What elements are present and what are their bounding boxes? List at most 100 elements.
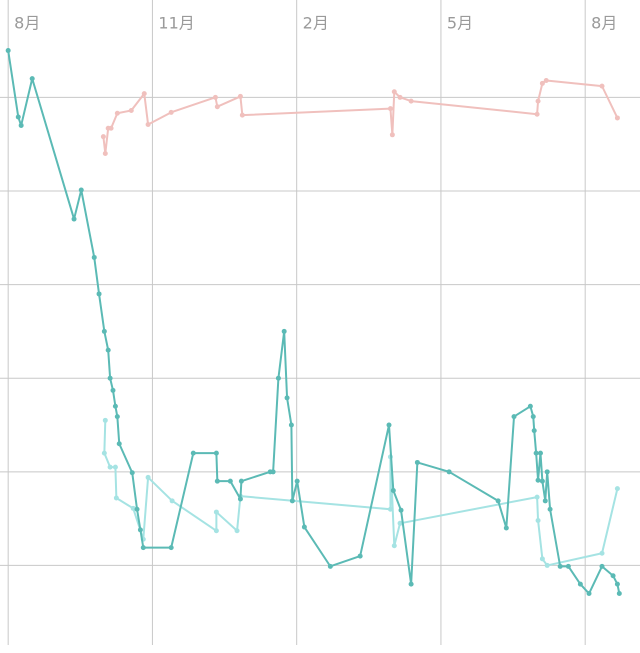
data-point (614, 581, 620, 587)
data-point (577, 581, 583, 587)
data-point (128, 107, 134, 113)
data-point (547, 506, 553, 512)
data-point (5, 48, 11, 54)
data-point (137, 527, 143, 533)
data-point (357, 553, 363, 559)
data-point (213, 509, 219, 515)
data-point (214, 104, 220, 110)
data-point (145, 122, 151, 128)
data-point (78, 187, 84, 193)
data-point (107, 375, 113, 381)
data-point (213, 528, 219, 534)
data-point (134, 506, 140, 512)
data-point (112, 464, 118, 470)
data-point (129, 470, 135, 476)
x-tick-label: 11月 (158, 14, 194, 33)
data-point (535, 477, 541, 483)
data-point (169, 498, 175, 504)
data-point (542, 498, 548, 504)
data-point (284, 395, 290, 401)
data-point (389, 132, 395, 138)
data-point (112, 403, 118, 409)
data-point (614, 115, 620, 121)
data-point (145, 474, 151, 480)
data-point (599, 563, 605, 569)
data-point (586, 591, 592, 597)
series-line (103, 420, 619, 567)
data-point (239, 112, 245, 118)
data-point (530, 414, 536, 420)
data-point (534, 494, 540, 500)
data-point (91, 254, 97, 260)
data-point (408, 581, 414, 587)
data-point (116, 441, 122, 447)
data-point (387, 506, 393, 512)
data-point (539, 478, 545, 484)
data-point (114, 414, 120, 420)
data-point (391, 89, 397, 95)
data-point (533, 450, 539, 456)
data-point (213, 450, 219, 456)
data-point (110, 387, 116, 393)
data-point (557, 563, 563, 569)
data-point (238, 478, 244, 484)
data-point (100, 134, 106, 140)
data-point (535, 517, 541, 523)
data-point (301, 524, 307, 530)
data-point (105, 347, 111, 353)
data-point (18, 122, 24, 128)
data-point (140, 545, 146, 551)
data-point (408, 98, 414, 104)
data-point (503, 525, 509, 531)
data-point (107, 464, 113, 470)
data-point (270, 469, 276, 475)
data-point (141, 91, 147, 97)
x-tick-label: 8月 (591, 14, 617, 33)
data-point (289, 498, 295, 504)
data-point (281, 328, 287, 334)
data-point (101, 328, 107, 334)
data-point (190, 450, 196, 456)
data-point (114, 110, 120, 116)
data-point (288, 422, 294, 428)
data-point (614, 486, 620, 492)
data-point (446, 469, 452, 475)
data-point (390, 488, 396, 494)
data-point (398, 507, 404, 513)
data-point (543, 78, 549, 84)
data-point (96, 291, 102, 297)
x-tick-label: 8月 (14, 14, 40, 33)
data-point (237, 496, 243, 502)
data-point (599, 550, 605, 556)
data-point (616, 591, 622, 597)
data-point (386, 422, 392, 428)
x-tick-label: 5月 (447, 14, 473, 33)
data-point (527, 403, 533, 409)
data-point (544, 469, 550, 475)
data-point (102, 151, 108, 157)
data-point (391, 543, 397, 549)
data-point (108, 125, 114, 131)
data-point (539, 80, 545, 86)
data-point (168, 545, 174, 551)
data-point (71, 216, 77, 222)
data-point (397, 94, 403, 100)
x-tick-label: 2月 (303, 14, 329, 33)
data-point (544, 562, 550, 568)
data-point (237, 93, 243, 99)
data-point (130, 505, 136, 511)
data-point (168, 109, 174, 115)
data-point (275, 375, 281, 381)
data-point (387, 106, 393, 112)
data-point (531, 428, 537, 434)
data-point (511, 414, 517, 420)
data-point (397, 520, 403, 526)
data-point (29, 76, 35, 82)
data-point (414, 459, 420, 465)
data-point (234, 528, 240, 534)
data-point (113, 495, 119, 501)
data-point (565, 563, 571, 569)
data-point (537, 450, 543, 456)
